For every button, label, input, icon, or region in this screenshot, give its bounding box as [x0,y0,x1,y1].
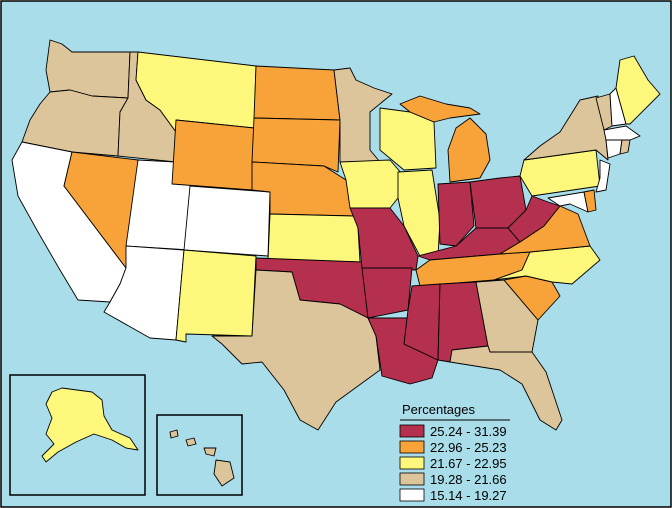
state-kansas [267,213,361,263]
state-texas [211,269,381,431]
state-new-york [523,95,609,161]
legend-swatch-class-5 [399,488,425,502]
state-minnesota [333,67,393,163]
state-north-carolina [493,245,601,285]
state-alaska [41,387,139,463]
state-massachusetts [603,125,641,141]
state-missouri [349,207,419,271]
state-michigan [447,117,491,183]
state-michigan-upper [399,95,481,123]
legend-label-class-2: 22.96 - 25.23 [430,440,507,455]
state-south-dakota [251,117,341,173]
state-iowa [339,159,403,209]
legend-swatch-class-2 [399,440,425,454]
legend-label-class-3: 21.67 - 22.95 [430,456,507,471]
state-hawaii-kauai [169,429,179,439]
state-wyoming [171,119,255,191]
legend-label-class-1: 25.24 - 31.39 [430,424,507,439]
state-arkansas [361,267,413,319]
state-hawaii-big-island [213,459,235,487]
state-maine [615,55,661,125]
state-colorado [183,185,271,257]
state-new-jersey [595,159,611,193]
state-north-dakota [253,65,341,121]
contiguous-states [11,39,661,431]
state-west-virginia [507,195,561,243]
state-indiana [437,181,475,247]
hawaii-islands [169,429,235,487]
legend-label-class-5: 15.14 - 19.27 [430,488,507,503]
legend-swatch-class-1 [399,424,425,438]
legend-title: Percentages [402,402,475,417]
state-florida [449,345,563,431]
state-new-mexico [175,249,257,343]
legend-label-class-4: 19.28 - 21.66 [430,472,507,487]
legend-swatch-class-4 [399,472,425,486]
state-hawaii-oahu [185,437,197,447]
state-rhode-island [619,139,631,155]
state-pennsylvania [519,149,601,197]
hawaii-inset-frame [156,414,243,496]
legend-swatch-class-3 [399,456,425,470]
state-mississippi [403,283,441,361]
legend: Percentages 25.24 - 31.39 22.96 - 25.23 … [399,402,510,503]
state-delaware [583,189,597,213]
state-hawaii-maui [203,447,217,457]
state-maryland [547,191,589,213]
